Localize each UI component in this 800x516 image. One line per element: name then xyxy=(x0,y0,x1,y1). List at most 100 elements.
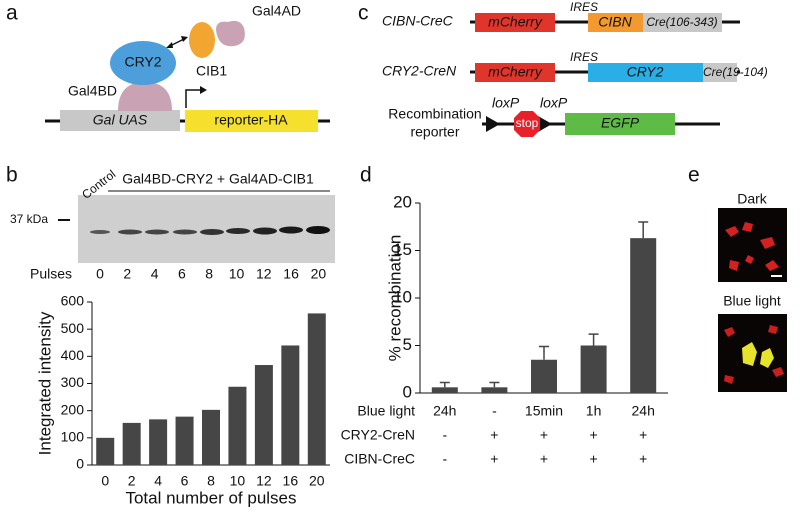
bar xyxy=(630,238,657,393)
bar xyxy=(175,416,194,465)
cells xyxy=(742,342,774,368)
condition-value: - xyxy=(442,427,447,443)
pulses-label: Pulses xyxy=(30,266,72,282)
condition-value: + xyxy=(590,427,598,443)
reporter-name: Recombination xyxy=(388,106,481,122)
panel-e: Dark Blue light xyxy=(718,191,787,392)
cib1: CIB1 xyxy=(196,63,227,79)
error-bar xyxy=(588,333,599,346)
panel-c: CIBN-CreC mCherry IRES CIBN Cre(106-343)… xyxy=(382,0,768,140)
y-tick-label: 5 xyxy=(403,335,412,354)
lane-label: 10 xyxy=(229,266,245,282)
condition-value: + xyxy=(490,427,498,443)
bar xyxy=(96,437,115,465)
y-axis-title: % recombination xyxy=(385,235,404,362)
cib1-shape xyxy=(189,22,215,58)
x-tick-label: 6 xyxy=(181,473,189,489)
condition-value: 24h xyxy=(632,403,655,419)
construct-name: CIBN-CreC xyxy=(382,13,454,29)
loxp: loxP xyxy=(540,95,568,111)
condition-value: + xyxy=(590,451,598,467)
x-tick-label: 2 xyxy=(128,473,136,489)
condition-value: + xyxy=(540,427,548,443)
charts: 0 2 4 6 8 10 12 16 200100200300400500600Integrat… xyxy=(35,192,668,507)
gel-band xyxy=(118,229,142,235)
condition-label: Blue light xyxy=(357,403,415,419)
cells xyxy=(725,222,779,271)
lane-label: 12 xyxy=(256,266,272,282)
bar xyxy=(122,422,141,465)
cry2-shape xyxy=(110,41,176,85)
y-tick-label: 20 xyxy=(393,192,412,211)
image-title: Dark xyxy=(737,191,768,207)
panel-a: Gal UAS reporter-HA Gal4BD CRY2 CIB1 Gal… xyxy=(45,3,330,132)
condition-label: CIBN-CreC xyxy=(344,451,415,467)
part: mCherry xyxy=(488,14,543,30)
bar xyxy=(580,345,607,393)
cry2-box xyxy=(588,63,703,82)
gel-band xyxy=(226,228,250,234)
panel-label: b xyxy=(6,164,18,187)
y-tick-label: 100 xyxy=(61,429,85,445)
gel-band xyxy=(253,227,277,235)
reporter-box xyxy=(185,110,318,132)
lane-label: 8 xyxy=(205,266,213,282)
part: CRY2 xyxy=(627,64,664,80)
gal4ad-shape xyxy=(216,20,245,47)
cry2: CRY2 xyxy=(124,54,161,70)
panel-label: a xyxy=(6,2,18,25)
panel-label: c xyxy=(358,2,369,25)
x-tick-label: 10 xyxy=(230,473,246,489)
cre-box xyxy=(703,63,737,82)
y-axis-title: Integrated intensity xyxy=(35,311,54,455)
part: mCherry xyxy=(488,64,543,80)
x-tick-label: 4 xyxy=(154,473,162,489)
condition-value: - xyxy=(492,403,497,419)
lane-label: 0 xyxy=(96,266,104,282)
x-tick-label: 16 xyxy=(283,473,299,489)
bar xyxy=(531,359,557,393)
y-tick-label: 500 xyxy=(61,320,85,336)
y-tick-label: 400 xyxy=(61,347,85,363)
error-bar xyxy=(489,381,500,388)
gal-uas: Gal UAS xyxy=(93,112,148,128)
stop-sign xyxy=(514,111,540,137)
bar xyxy=(307,313,326,465)
bar xyxy=(481,387,508,393)
reporter: reporter-HA xyxy=(214,112,288,128)
cells xyxy=(724,325,784,384)
condition-value: + xyxy=(639,451,647,467)
y-tick-label: 300 xyxy=(61,374,85,390)
lane-label: 16 xyxy=(283,266,299,282)
mcherry-box xyxy=(475,13,555,32)
condition-value: 15min xyxy=(525,403,563,419)
gal4bd: Gal4BD xyxy=(68,83,117,99)
lane-label: 2 xyxy=(123,266,131,282)
part: Cre(106-343) xyxy=(646,15,717,29)
gel-band xyxy=(145,229,169,235)
x-tick-label: 0 xyxy=(101,473,109,489)
condition-label: CRY2-CreN xyxy=(341,427,415,443)
y-tick-label: 0 xyxy=(76,456,84,472)
gel-band xyxy=(279,226,303,234)
x-tick-label: 8 xyxy=(207,473,215,489)
gel-band xyxy=(90,230,110,234)
x-tick-label: 12 xyxy=(256,473,272,489)
condition-value: + xyxy=(490,451,498,467)
gel-band xyxy=(306,226,330,234)
y-tick-label: 600 xyxy=(61,293,85,309)
ires: IRES xyxy=(570,0,598,14)
cre-box xyxy=(643,13,722,32)
y-tick-label: 15 xyxy=(393,240,412,259)
panel-label: d xyxy=(360,164,372,187)
y-tick-label: 10 xyxy=(393,287,412,306)
loxp: loxP xyxy=(492,95,520,111)
arrow-head xyxy=(200,86,207,94)
stop: stop xyxy=(516,116,539,130)
gal4bd-shape xyxy=(118,82,172,111)
condition-value: - xyxy=(442,451,447,467)
gal4ad: Gal4AD xyxy=(252,3,301,19)
cibn-box xyxy=(588,13,643,32)
bar xyxy=(228,386,247,465)
